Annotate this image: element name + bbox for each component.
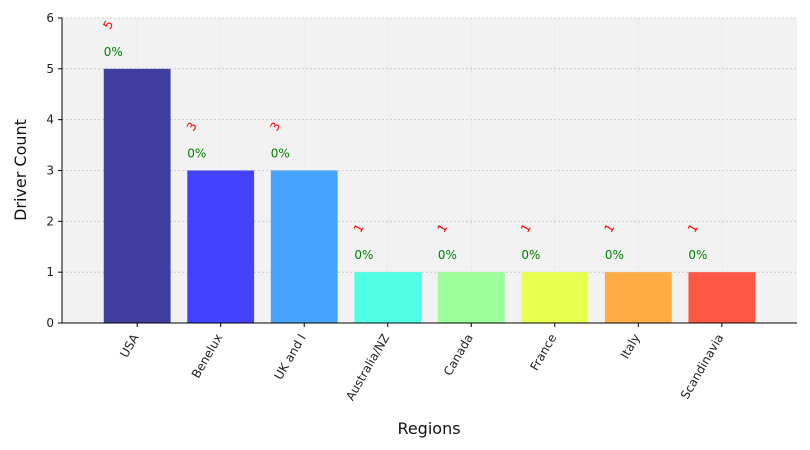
bar	[270, 170, 338, 323]
percent-label: 0%	[271, 147, 290, 161]
bar	[103, 68, 171, 323]
bar	[521, 272, 589, 323]
bar	[688, 272, 756, 323]
y-axis-title: Driver Count	[11, 119, 30, 221]
percent-label: 0%	[104, 45, 123, 59]
bar	[437, 272, 505, 323]
x-tick-label: Australia/NZ	[343, 332, 392, 403]
y-tick-label: 4	[46, 113, 54, 127]
x-tick-label: Scandinavia	[678, 332, 727, 402]
x-ticks: USA Benelux UK and I Australia/NZ Canada Fran…	[117, 323, 726, 403]
y-tick-label: 0	[46, 316, 54, 330]
bars	[103, 68, 756, 323]
bar	[354, 272, 422, 323]
percent-label: 0%	[187, 147, 206, 161]
y-tick-label: 6	[46, 11, 54, 25]
y-tick-label: 3	[46, 164, 54, 178]
percent-label: 0%	[438, 248, 457, 262]
x-tick-label: Canada	[441, 332, 476, 379]
x-tick-label: UK and I	[271, 332, 308, 383]
bar	[187, 170, 255, 323]
percent-label: 0%	[688, 248, 707, 262]
x-axis-title: Regions	[397, 419, 460, 438]
percent-label: 0%	[605, 248, 624, 262]
x-tick-label: France	[527, 332, 559, 374]
y-ticks: 0 1 2 3 4 5 6	[46, 11, 62, 330]
y-tick-label: 5	[46, 62, 54, 76]
x-tick-label: USA	[117, 331, 142, 360]
percent-label: 0%	[521, 248, 540, 262]
percent-label: 0%	[354, 248, 373, 262]
y-tick-label: 1	[46, 265, 54, 279]
y-tick-label: 2	[46, 214, 54, 228]
x-tick-label: Italy	[618, 332, 643, 362]
x-tick-label: Benelux	[189, 332, 225, 381]
bar	[604, 272, 672, 323]
